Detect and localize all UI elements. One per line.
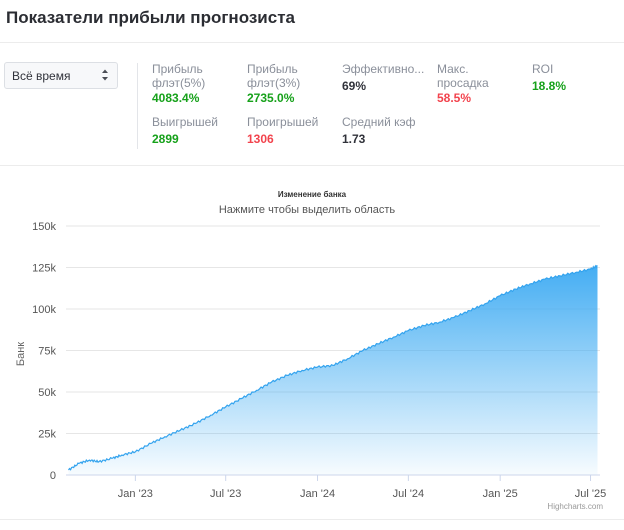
chart-credits[interactable]: Highcharts.com — [547, 502, 603, 511]
stat-value: 58.5% — [437, 91, 472, 105]
stat-label: флэт(3%) — [247, 76, 301, 90]
x-tick-label: Jan '24 — [300, 488, 335, 500]
stats-panel: Всё время Прибыль флэт(5%) 4083.4% Прибы… — [0, 43, 624, 166]
stat-profit-flat-3: Прибыль флэт(3%) 2735.0% — [247, 62, 300, 105]
stats-divider — [137, 63, 138, 149]
card-header: Показатели прибыли прогнозиста — [0, 0, 624, 43]
page-title: Показатели прибыли прогнозиста — [6, 8, 295, 27]
stat-label: Макс. — [437, 62, 469, 76]
card-footer-divider — [0, 519, 624, 530]
bank-area — [68, 265, 598, 475]
y-tick-label: 0 — [50, 470, 56, 482]
x-tick-label: Jul '23 — [210, 488, 241, 500]
stat-profit-flat-5: Прибыль флэт(5%) 4083.4% — [152, 62, 205, 105]
stat-label: Выигрышей — [152, 115, 219, 129]
stat-label: Средний кэф — [342, 115, 416, 129]
chart-title: Изменение банка — [278, 190, 347, 199]
y-axis-title: Банк — [15, 342, 27, 366]
sort-arrows-icon — [102, 69, 108, 81]
stat-label: флэт(5%) — [152, 76, 206, 90]
stat-value: 2899 — [152, 132, 179, 146]
x-tick-label: Jan '25 — [483, 488, 518, 500]
bank-chart-svg[interactable]: Изменение банка Нажмите чтобы выделить о… — [0, 166, 624, 518]
chart-subtitle: Нажмите чтобы выделить область — [219, 204, 396, 216]
stat-efficiency: Эффективно... 69% — [342, 62, 424, 93]
y-tick-label: 125k — [32, 263, 56, 275]
y-axis-ticks: 0 25k 50k 75k 100k 125k 150k — [32, 221, 56, 482]
x-tick-label: Jul '25 — [575, 488, 606, 500]
bank-chart[interactable]: Изменение банка Нажмите чтобы выделить о… — [0, 166, 624, 518]
y-tick-label: 75k — [38, 346, 56, 358]
stat-value: 4083.4% — [152, 91, 200, 105]
x-tick-label: Jan '23 — [118, 488, 153, 500]
stat-label: Прибыль — [247, 62, 298, 76]
x-axis-ticks: Jan '23 Jul '23 Jan '24 Jul '24 Jan '25 Jul '… — [118, 475, 606, 500]
stat-losses: Проигрышей 1306 — [247, 115, 318, 146]
y-tick-label: 100k — [32, 304, 56, 316]
stat-label: Проигрышей — [247, 115, 319, 129]
period-select-value: Всё время — [12, 69, 71, 83]
stat-value: 18.8% — [532, 79, 567, 93]
stat-label: Прибыль — [152, 62, 203, 76]
stat-avg-odds: Средний кэф 1.73 — [342, 115, 416, 146]
stat-label: ROI — [532, 62, 554, 76]
bank-line — [68, 264, 598, 471]
stat-value: 2735.0% — [247, 91, 295, 105]
stat-label: просадка — [437, 76, 489, 90]
stat-value: 1.73 — [342, 132, 366, 146]
x-tick-label: Jul '24 — [393, 488, 424, 500]
stat-wins: Выигрышей 2899 — [152, 115, 218, 146]
y-tick-label: 50k — [38, 387, 56, 399]
stat-value: 69% — [342, 79, 367, 93]
period-select[interactable]: Всё время — [4, 62, 118, 89]
stat-label: Эффективно... — [342, 62, 425, 76]
stat-value: 1306 — [247, 132, 274, 146]
y-tick-label: 25k — [38, 429, 56, 441]
stat-max-drawdown: Макс. просадка 58.5% — [437, 62, 489, 105]
stat-roi: ROI 18.8% — [532, 62, 566, 93]
y-tick-label: 150k — [32, 221, 56, 233]
